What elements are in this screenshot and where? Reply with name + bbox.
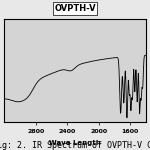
- Text: Fig: 2. IR Spectrum of OVPTH-V Co: Fig: 2. IR Spectrum of OVPTH-V Co: [0, 141, 150, 150]
- Title: OVPTH-V: OVPTH-V: [54, 4, 96, 13]
- X-axis label: Wave Length: Wave Length: [49, 140, 101, 146]
